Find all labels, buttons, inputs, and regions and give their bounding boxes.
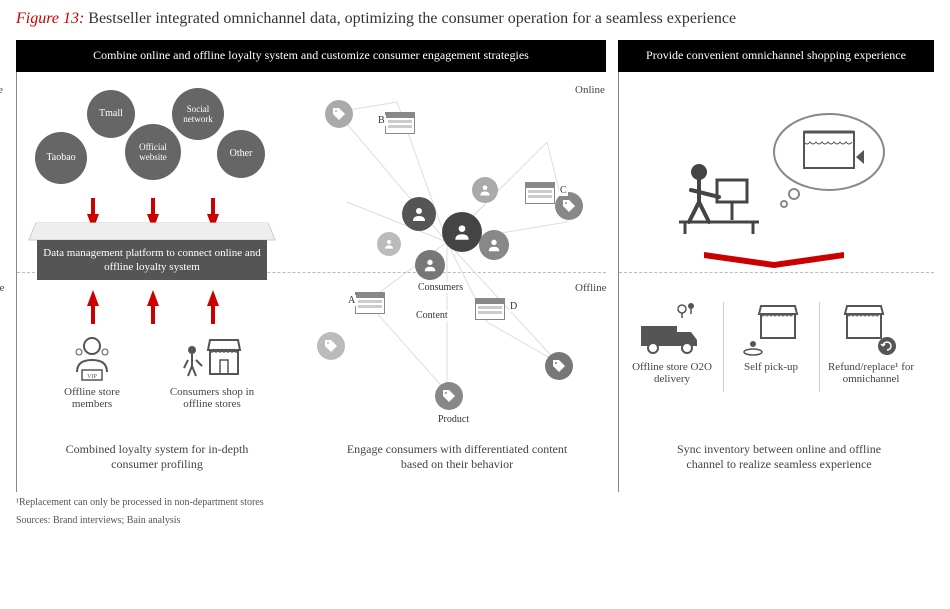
- content-label: Content: [415, 310, 449, 321]
- divider-line: [723, 302, 724, 392]
- content-a-label: A: [347, 295, 356, 306]
- offline-label: Offline: [0, 282, 5, 294]
- tag-icon: [325, 100, 353, 128]
- content-c-icon: [525, 182, 555, 204]
- online-user-scene: [659, 102, 899, 246]
- tag-icon: [435, 382, 463, 410]
- left-panel: Online Offline Taobao Tmall Official web…: [16, 72, 606, 492]
- online-label: Online: [0, 84, 3, 96]
- shop-icon: [182, 332, 242, 382]
- o2o-delivery: Offline store O2O delivery: [627, 302, 717, 385]
- vip-person-icon: VIP: [67, 332, 117, 382]
- store-refund-icon: [841, 302, 901, 357]
- tag-icon: [555, 192, 583, 220]
- offline-shoppers: Consumers shop in offline stores: [157, 332, 267, 410]
- person-icon: [377, 232, 401, 256]
- offline-label-r: Offline: [575, 282, 607, 294]
- pickup-label: Self pick-up: [744, 361, 798, 373]
- right-header: Provide convenient omnichannel shopping …: [618, 40, 934, 72]
- person-icon: [442, 212, 482, 252]
- o2o-label: Offline store O2O delivery: [632, 361, 712, 385]
- figure-caption: Bestseller integrated omnichannel data, …: [88, 10, 736, 27]
- channel-tmall: Tmall: [87, 90, 135, 138]
- offline-members-label: Offline store members: [64, 386, 120, 410]
- channel-taobao: Taobao: [35, 132, 87, 184]
- computer-user-icon: [659, 102, 899, 242]
- figure-title: Figure 13: Bestseller integrated omnicha…: [0, 0, 950, 32]
- person-icon: [479, 230, 509, 260]
- content-b-label: B: [377, 115, 386, 126]
- person-icon: [415, 250, 445, 280]
- divider-line: [819, 302, 820, 392]
- channel-other: Other: [217, 130, 265, 178]
- tag-icon: [317, 332, 345, 360]
- product-label: Product: [437, 414, 470, 425]
- offline-members: VIP Offline store members: [47, 332, 137, 410]
- content-c-label: C: [559, 185, 568, 196]
- refund-replace: Refund/replace¹ for omnichannel: [823, 302, 919, 385]
- footnote-2: Sources: Brand interviews; Bain analysis: [0, 510, 950, 528]
- right-caption: Sync inventory between online and offlin…: [659, 442, 899, 472]
- person-icon: [472, 177, 498, 203]
- truck-icon: [637, 302, 707, 357]
- dmp-box: Data management platform to connect onli…: [37, 240, 267, 281]
- mid-caption: Engage consumers with differentiated con…: [337, 442, 577, 472]
- arrow-up-icon: [147, 290, 159, 306]
- refund-label: Refund/replace¹ for omnichannel: [828, 361, 914, 385]
- content-a-icon: [355, 292, 385, 314]
- person-icon: [402, 197, 436, 231]
- channel-divider-r: [619, 272, 934, 273]
- arrow-up-icon: [207, 290, 219, 306]
- content-b-icon: [385, 112, 415, 134]
- sync-chevron-icon: [699, 248, 849, 272]
- self-pickup: Self pick-up: [729, 302, 813, 373]
- dmp-platform-top: [28, 222, 276, 240]
- channel-official: Official website: [125, 124, 181, 180]
- footnote-1: ¹Replacement can only be processed in no…: [0, 492, 950, 510]
- tag-icon: [545, 352, 573, 380]
- consumers-label: Consumers: [417, 282, 464, 293]
- content-d-label: D: [509, 301, 518, 312]
- svg-text:VIP: VIP: [87, 374, 97, 380]
- offline-shoppers-label: Consumers shop in offline stores: [170, 386, 254, 410]
- online-label-r: Online: [575, 84, 605, 96]
- channel-social: Social network: [172, 88, 224, 140]
- content-d-icon: [475, 298, 505, 320]
- left-caption: Combined loyalty system for in-depth con…: [47, 442, 267, 472]
- left-header: Combine online and offline loyalty syste…: [16, 40, 606, 72]
- arrow-up-icon: [87, 290, 99, 306]
- figure-number: Figure 13:: [16, 10, 84, 27]
- network-cluster: B C A D Consumers Content Product: [307, 82, 597, 442]
- right-panel: Online Offline: [618, 72, 934, 492]
- store-pickup-icon: [741, 302, 801, 357]
